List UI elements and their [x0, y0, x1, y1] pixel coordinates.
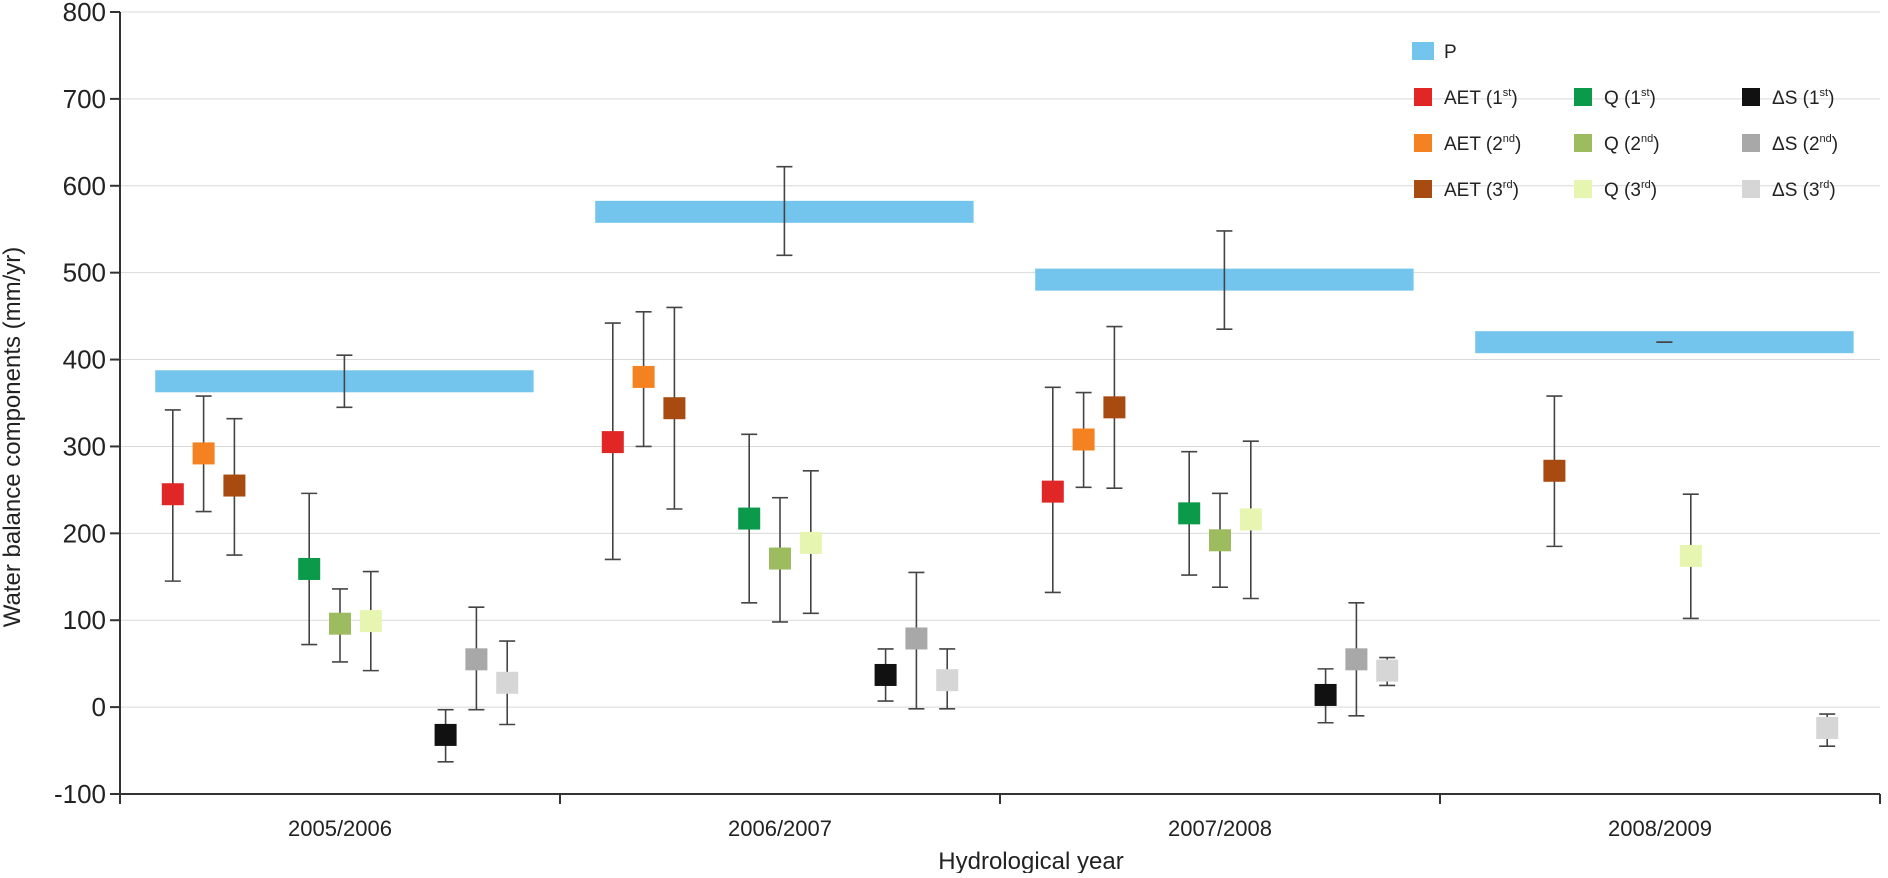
point-AET2-2006/2007: [632, 365, 655, 388]
legend-label-Q2: Q (2nd): [1604, 133, 1660, 155]
point-dS1-2007/2008: [1314, 683, 1337, 706]
axes: -100 0 100 200 300 400 500 600 700 800 2005/2006 20…: [54, 0, 1881, 841]
legend-swatch-AET1: [1414, 88, 1432, 106]
legend-swatch-Q2: [1574, 134, 1592, 152]
point-dS2-2007/2008: [1345, 648, 1368, 671]
x-category-label: 2006/2007: [728, 816, 832, 841]
legend-label-AET3: AET (3rd): [1444, 179, 1519, 201]
legend-label-dS3: ΔS (3rd): [1772, 179, 1836, 201]
point-dS3-2007/2008: [1376, 659, 1399, 682]
data-points: [161, 306, 1839, 763]
legend: P AET (1st) AET (2nd) AET (3rd) Q (1st) Q (2n…: [1412, 42, 1838, 201]
legend-label-AET2: AET (2nd): [1444, 133, 1521, 155]
y-tick-label: 0: [92, 692, 106, 722]
legend-label-dS1: ΔS (1st): [1772, 87, 1834, 109]
point-dS3-2005/2006: [496, 671, 519, 694]
legend-swatch-AET2: [1414, 134, 1432, 152]
point-AET3-2007/2008: [1103, 396, 1126, 419]
point-Q2-2007/2008: [1209, 529, 1231, 552]
legend-swatch-P: [1412, 42, 1434, 60]
point-dS3-2008/2009: [1816, 716, 1839, 739]
point-Q1-2005/2006: [298, 557, 321, 580]
point-dS1-2005/2006: [434, 723, 457, 746]
point-Q1-2006/2007: [738, 507, 761, 530]
y-tick-label: 700: [63, 84, 106, 114]
legend-swatch-dS2: [1742, 134, 1760, 152]
point-AET3-2006/2007: [663, 397, 686, 420]
y-axis-title: Water balance components (mm/yr): [0, 247, 26, 628]
point-Q3-2007/2008: [1239, 508, 1262, 531]
legend-swatch-AET3: [1414, 180, 1432, 198]
x-category-label: 2008/2009: [1608, 816, 1712, 841]
y-tick-label: 100: [63, 605, 106, 635]
y-tick-label: 800: [63, 0, 106, 27]
point-AET1-2007/2008: [1041, 480, 1064, 503]
legend-label-dS2: ΔS (2nd): [1772, 133, 1838, 155]
x-category-label: 2005/2006: [288, 816, 392, 841]
y-tick-label: 400: [63, 345, 106, 375]
x-axis-title: Hydrological year: [938, 848, 1123, 873]
point-dS3-2006/2007: [936, 669, 959, 692]
legend-swatch-dS3: [1742, 180, 1760, 198]
point-AET2-2005/2006: [192, 442, 215, 465]
legend-swatch-Q1: [1574, 88, 1592, 106]
legend-label-Q3: Q (3rd): [1604, 179, 1657, 201]
legend-swatch-dS1: [1742, 88, 1760, 106]
point-AET1-2006/2007: [601, 431, 624, 454]
legend-swatch-Q3: [1574, 180, 1592, 198]
legend-label-Q1: Q (1st): [1604, 87, 1656, 109]
point-Q2-2006/2007: [769, 547, 791, 570]
point-Q1-2007/2008: [1178, 502, 1201, 525]
point-dS2-2006/2007: [905, 627, 928, 650]
x-category-label: 2007/2008: [1168, 816, 1272, 841]
y-tick-label: 600: [63, 171, 106, 201]
y-tick-label: 300: [63, 431, 106, 461]
point-AET2-2007/2008: [1072, 428, 1095, 451]
point-dS1-2006/2007: [874, 663, 897, 686]
point-dS2-2005/2006: [465, 648, 488, 671]
y-tick-label: -100: [54, 779, 106, 809]
legend-label-AET1: AET (1st): [1444, 87, 1518, 109]
point-AET3-2005/2006: [223, 474, 246, 497]
point-Q3-2006/2007: [799, 531, 822, 554]
point-Q2-2005/2006: [329, 612, 351, 635]
point-Q3-2008/2009: [1679, 544, 1702, 567]
gridlines: [120, 11, 1880, 708]
precipitation-bars: [155, 165, 1854, 409]
y-tick-label: 500: [63, 258, 106, 288]
y-tick-label: 200: [63, 518, 106, 548]
point-AET3-2008/2009: [1543, 459, 1566, 482]
legend-label-P: P: [1444, 42, 1457, 63]
point-AET1-2005/2006: [161, 483, 184, 506]
point-Q3-2005/2006: [359, 610, 382, 633]
